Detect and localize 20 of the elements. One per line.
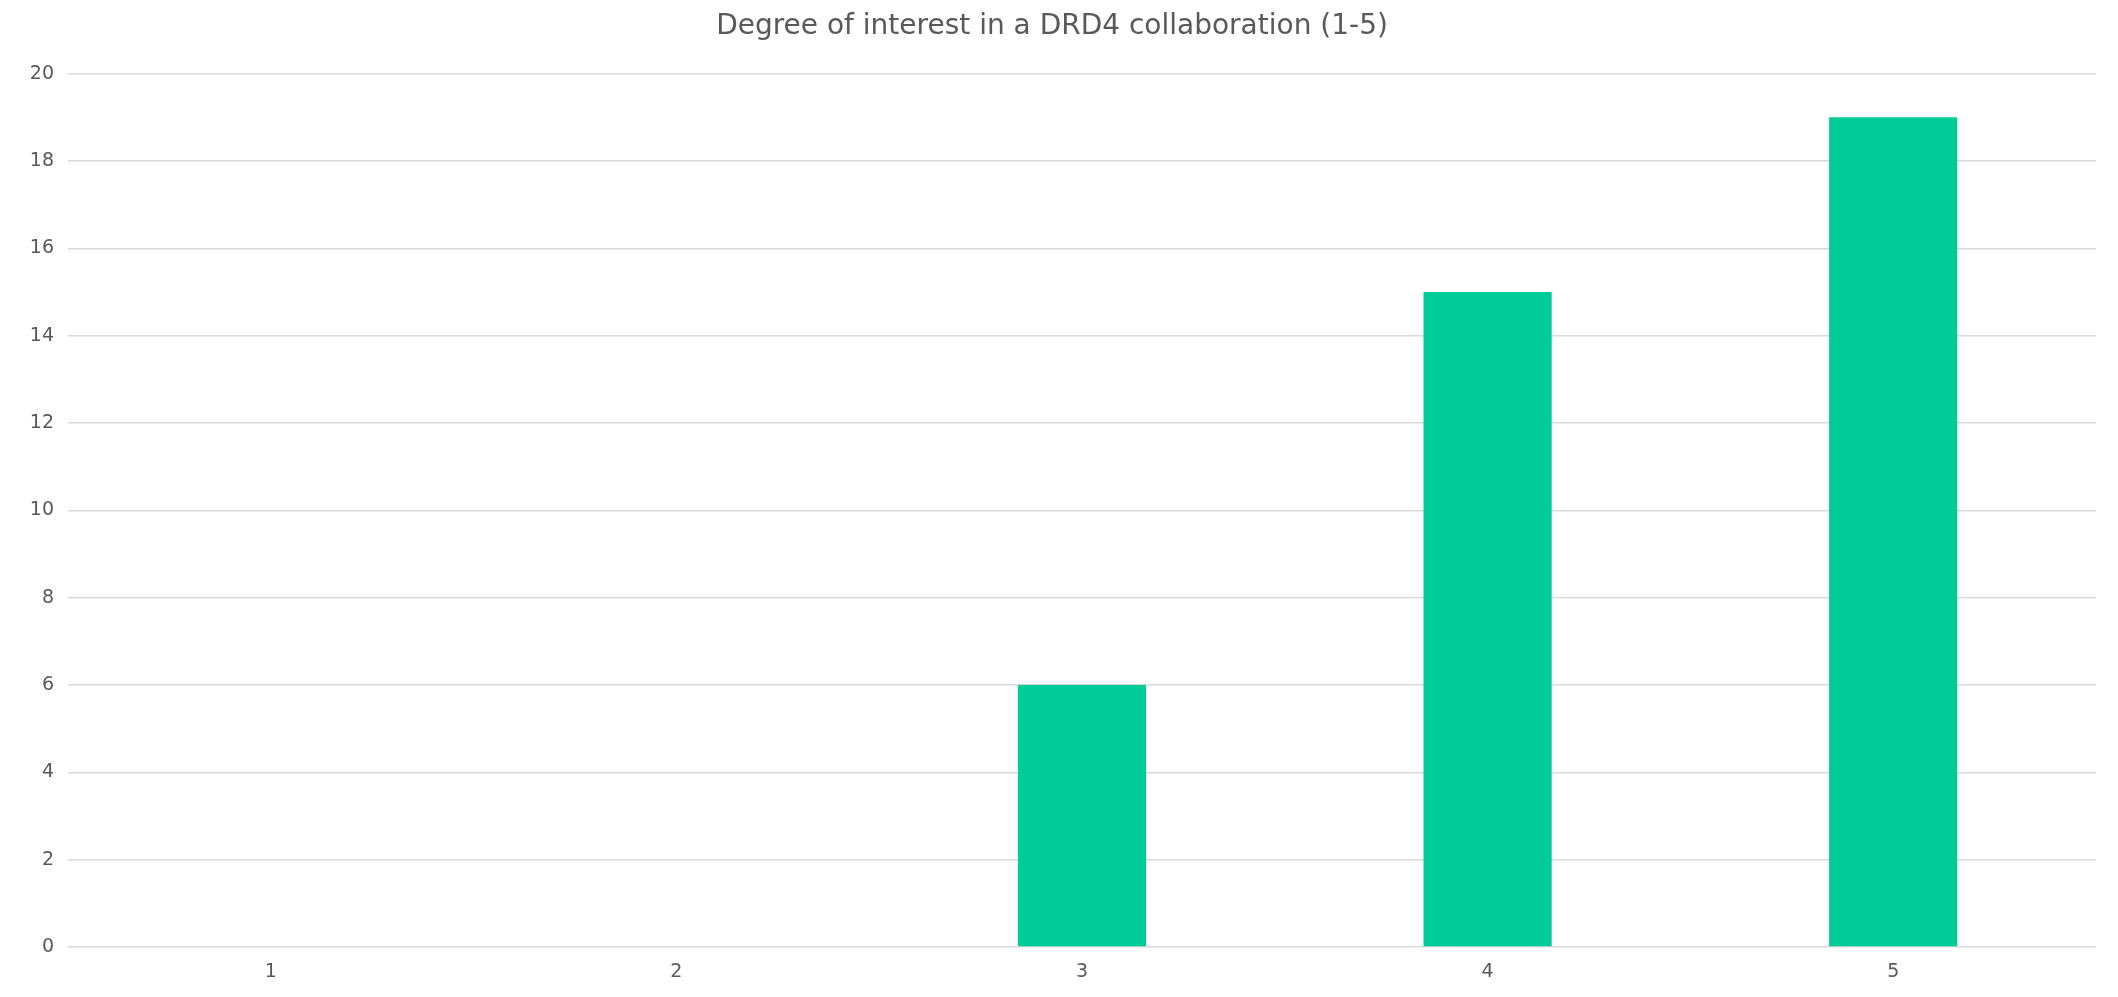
y-tick-label: 2: [41, 846, 54, 869]
y-tick-label: 12: [29, 409, 54, 432]
y-tick-label: 18: [29, 147, 54, 170]
bar: [1829, 117, 1958, 947]
x-tick-label: 3: [1075, 959, 1089, 982]
x-tick-label: 4: [1481, 959, 1494, 982]
y-tick-label: 0: [41, 933, 54, 956]
bar: [1423, 291, 1552, 947]
x-tick-label: 1: [264, 959, 277, 982]
chart-title: Degree of interest in a DRD4 collaboration (1-5): [716, 8, 1388, 42]
y-tick-label: 4: [41, 759, 54, 782]
x-tick-label: 2: [670, 959, 683, 982]
y-tick-label: 8: [41, 584, 54, 607]
y-tick-label: 16: [29, 235, 54, 258]
y-tick-label: 10: [29, 497, 54, 520]
x-tick-label: 5: [1887, 959, 1900, 982]
y-tick-label: 6: [41, 671, 54, 694]
bar: [1017, 684, 1147, 947]
y-tick-label: 20: [29, 60, 54, 83]
y-tick-label: 14: [29, 322, 54, 345]
